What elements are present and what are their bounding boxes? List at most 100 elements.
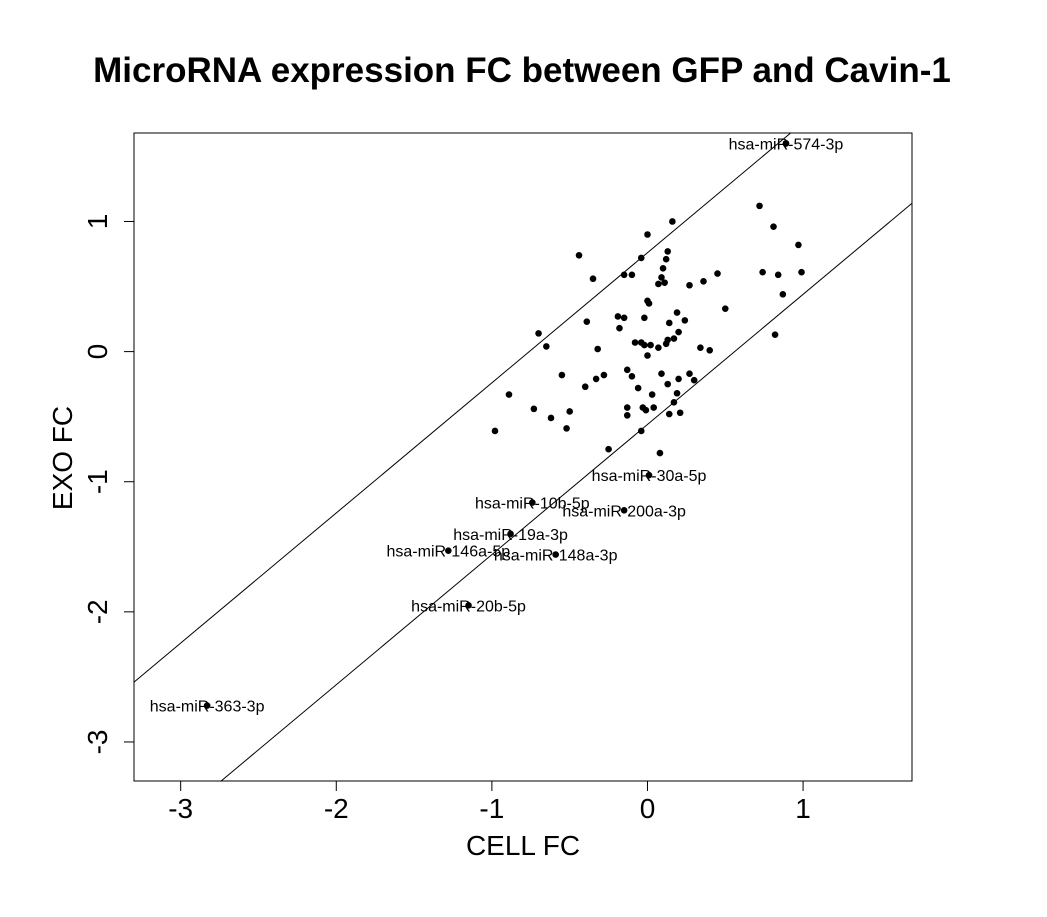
data-point: [620, 271, 628, 279]
point-label: hsa-miR-19a-3p: [453, 527, 568, 544]
data-point: [662, 255, 670, 263]
data-point: [676, 409, 684, 417]
labeled-data-point: [645, 471, 653, 479]
data-point: [774, 271, 782, 279]
data-point: [644, 352, 651, 359]
x-tick-label: -3: [168, 793, 193, 824]
data-point: [658, 274, 665, 281]
data-point: [637, 254, 645, 262]
data-point: [673, 309, 681, 316]
data-point: [644, 231, 651, 238]
data-point: [645, 300, 653, 307]
data-point: [779, 291, 787, 298]
data-point: [547, 414, 555, 422]
point-label: hsa-miR-20b-5p: [411, 598, 526, 615]
data-point: [664, 248, 672, 255]
labeled-data-point: [529, 499, 536, 506]
data-point: [634, 384, 642, 392]
data-point: [543, 343, 550, 350]
data-point: [770, 223, 777, 230]
point-label: hsa-miR-200a-3p: [562, 503, 686, 520]
data-point: [655, 280, 662, 288]
data-point: [566, 408, 573, 415]
labeled-data-point: [620, 507, 628, 514]
data-point: [771, 331, 779, 338]
point-label: hsa-miR-363-3p: [150, 699, 265, 716]
labeled-data-point: [782, 140, 790, 147]
data-point: [697, 344, 704, 351]
y-axis-title: EXO FC: [47, 406, 78, 510]
data-point: [623, 412, 631, 419]
data-point: [505, 391, 513, 398]
data-point: [642, 406, 650, 414]
data-point: [665, 319, 673, 327]
data-point: [558, 371, 566, 379]
data-point: [647, 341, 654, 349]
y-tick-label: -1: [82, 469, 113, 494]
data-point: [592, 375, 600, 383]
y-tick-label: -3: [82, 730, 113, 755]
data-point: [535, 330, 542, 337]
data-point: [665, 410, 673, 418]
data-point: [648, 391, 656, 398]
data-point: [756, 202, 763, 210]
point-label: hsa-miR-148a-3p: [494, 548, 618, 565]
plot-area: -3 -2 -1 0 1 -3 -2 -1 0 1 hsa-miR-574-3p hsa-miR-30…: [82, 132, 913, 824]
x-tick-label: 0: [640, 793, 656, 824]
data-point: [656, 449, 664, 457]
labeled-data-point: [445, 547, 452, 554]
data-point: [664, 380, 672, 388]
x-tick-label: 1: [795, 793, 811, 824]
data-point: [655, 344, 662, 351]
data-point: [650, 404, 658, 411]
data-point: [589, 275, 597, 283]
data-point: [620, 314, 628, 322]
data-point: [600, 371, 608, 379]
data-point: [700, 278, 707, 285]
data-point: [628, 271, 636, 279]
data-point: [675, 328, 682, 336]
point-label: hsa-miR-10b-5p: [475, 496, 590, 513]
data-point: [614, 313, 622, 320]
point-label: hsa-miR-146a-5p: [387, 544, 511, 561]
y-tick-label: 0: [82, 344, 113, 360]
reference-line-1: [134, 133, 792, 683]
data-point: [686, 370, 693, 378]
data-point: [583, 318, 591, 325]
data-point: [631, 339, 639, 346]
data-point: [575, 252, 583, 259]
reference-line-2: [220, 202, 912, 781]
data-point: [670, 399, 678, 406]
y-tick-label: 1: [82, 214, 113, 230]
data-point: [673, 389, 681, 397]
data-point: [690, 376, 698, 384]
data-point: [491, 427, 499, 435]
data-points: hsa-miR-574-3p hsa-miR-30a-5phsa-miR-10b-…: [150, 136, 844, 715]
point-label: hsa-miR-574-3p: [729, 136, 844, 153]
x-tick-label: -2: [324, 793, 349, 824]
point-label: hsa-miR-30a-5p: [592, 468, 707, 485]
data-point: [605, 445, 612, 453]
data-point: [594, 345, 601, 353]
y-tick-label: -2: [82, 599, 113, 624]
data-point: [662, 340, 670, 348]
data-point: [659, 265, 667, 272]
chart-title: MicroRNA expression FC between GFP and C…: [93, 51, 951, 90]
data-point: [795, 241, 802, 249]
data-point: [670, 335, 678, 342]
data-point: [669, 218, 676, 225]
labeled-data-point: [507, 530, 514, 538]
labeled-data-point: [203, 702, 211, 709]
data-point: [641, 314, 648, 322]
x-tick-label: -1: [479, 793, 504, 824]
data-point: [675, 375, 682, 383]
data-point: [530, 405, 538, 413]
data-point: [681, 317, 689, 324]
data-point: [706, 347, 714, 354]
data-point: [798, 268, 805, 276]
data-point: [616, 324, 623, 332]
data-point: [623, 366, 631, 374]
data-point: [759, 268, 766, 276]
data-point: [628, 373, 636, 380]
